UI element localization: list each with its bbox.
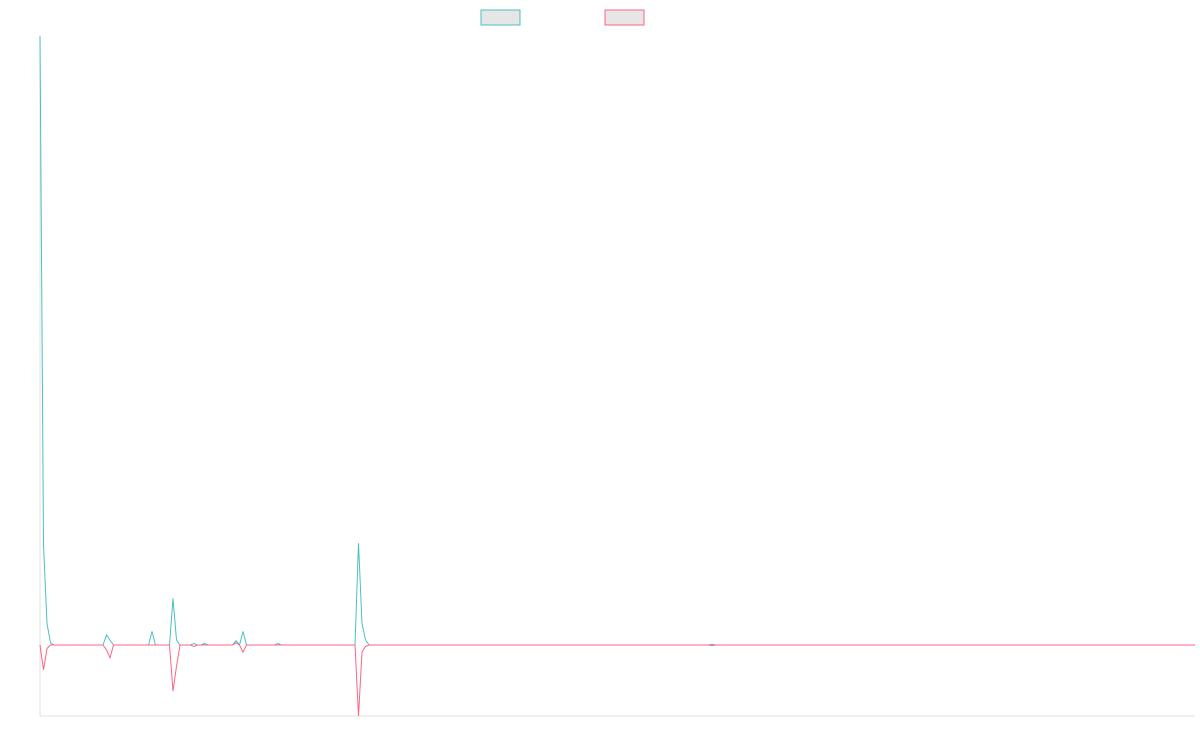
legend xyxy=(480,9,645,26)
legend-swatch-1[interactable] xyxy=(480,9,521,26)
series-line-2 xyxy=(39,642,1195,717)
plot-area xyxy=(39,35,1195,717)
axes xyxy=(39,36,1195,717)
legend-swatch-2[interactable] xyxy=(604,9,645,26)
series-line-1 xyxy=(39,35,1195,647)
